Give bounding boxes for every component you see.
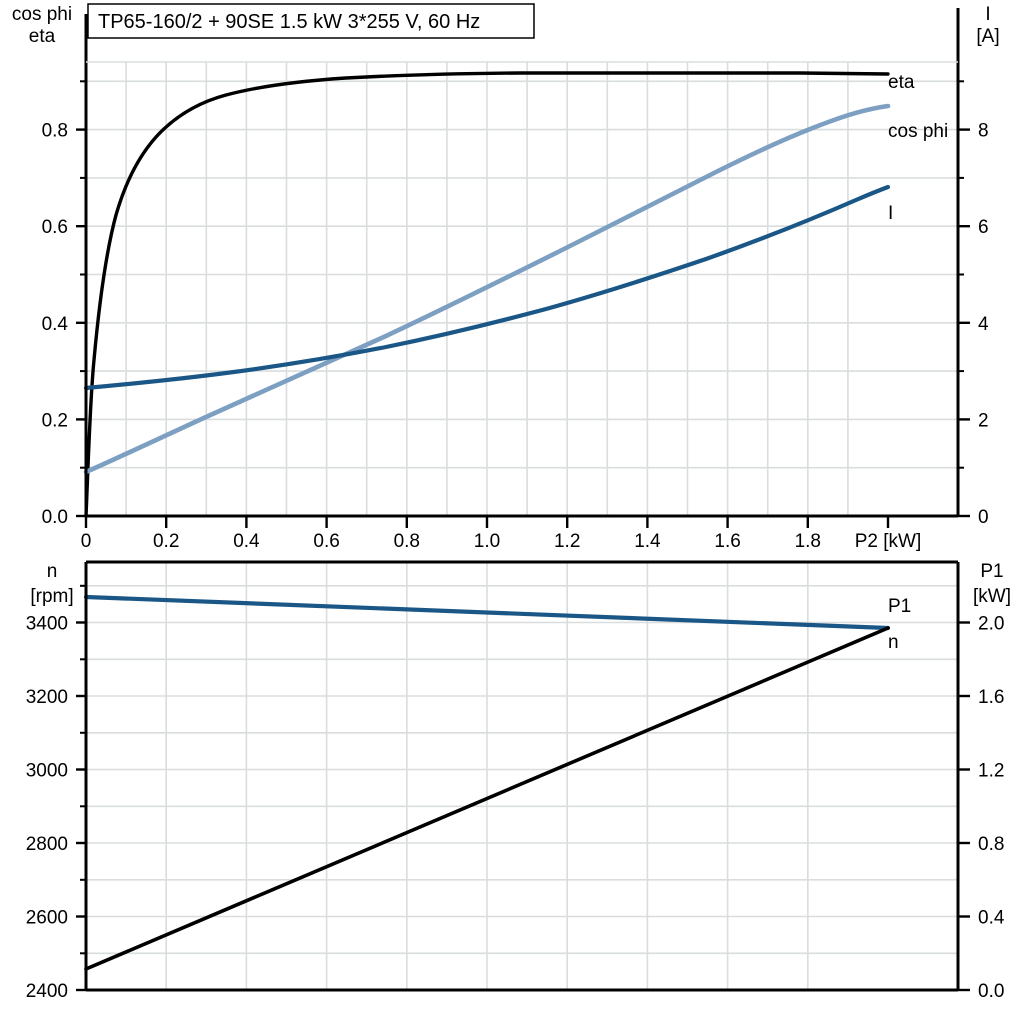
tick-label: 6 [978, 217, 989, 238]
curve-label-current: I [888, 203, 893, 224]
tick-label: 8 [978, 121, 989, 142]
tick-label: 4 [978, 314, 989, 335]
curve-label-power: P1 [888, 596, 911, 617]
tick-label: 0.0 [978, 981, 1004, 1002]
bottom-chart-left-ticks [76, 584, 86, 992]
bottom-chart-vertical-gridlines [165, 562, 809, 990]
tick-label: 1.2 [978, 761, 1004, 782]
tick-label: 2 [978, 410, 989, 431]
bottom-chart-right-ticks [958, 621, 970, 992]
tick-label: 2.0 [978, 614, 1004, 635]
top-chart-panel: cos phi eta I [A] 0.0 0.2 0.4 0.6 0.8 0 … [12, 3, 1000, 552]
top-left-axis-title-line1: cos phi [12, 4, 72, 25]
curve-label-speed: n [888, 632, 899, 653]
bottom-chart-left-tick-labels: 2400 2600 2800 3000 3200 3400 [26, 614, 68, 1003]
tick-label: 0.4 [42, 314, 69, 335]
chart-title: TP65-160/2 + 90SE 1.5 kW 3*255 V, 60 Hz [98, 11, 480, 33]
bottom-chart-horizontal-gridlines [86, 584, 958, 955]
bottom-left-axis-title-line2: [rpm] [30, 586, 73, 607]
top-right-axis-title-line2: [A] [976, 26, 999, 47]
top-left-axis-title-line2: eta [29, 26, 56, 47]
tick-label: 0 [978, 507, 989, 528]
curve-eta [84, 70, 890, 518]
top-chart-x-tick-labels: 0 0.2 0.4 0.6 0.8 1.0 1.2 1.4 1.6 1.8 [81, 531, 821, 552]
top-chart-right-ticks [958, 80, 970, 518]
bottom-left-axis-title-line1: n [47, 561, 58, 582]
tick-label: 0.2 [42, 410, 68, 431]
title-box [87, 3, 535, 39]
top-chart-left-ticks [76, 80, 86, 518]
bottom-chart-panel: n [rpm] P1 [kW] 2400 2600 2800 3000 3200… [0, 552, 1024, 1024]
tick-label: 0 [81, 531, 92, 552]
tick-label: 2800 [26, 834, 68, 855]
tick-label: 1.6 [714, 531, 740, 552]
bottom-right-axis-title-line2: [kW] [973, 586, 1011, 607]
top-chart-right-tick-labels: 0 2 4 6 8 [978, 121, 989, 528]
tick-label: 0.4 [233, 531, 260, 552]
tick-label: 1.8 [795, 531, 821, 552]
tick-label: 0.2 [153, 531, 179, 552]
tick-label: 0.8 [42, 121, 68, 142]
curve-current [83, 184, 891, 391]
tick-label: 3200 [26, 687, 68, 708]
top-right-axis-title-line1: I [985, 4, 990, 25]
curve-label-eta: eta [888, 72, 915, 93]
tick-label: 1.2 [554, 531, 580, 552]
tick-label: 1.6 [978, 687, 1004, 708]
tick-label: 0.6 [42, 217, 68, 238]
tick-label: 2600 [26, 908, 68, 929]
top-chart-left-tick-labels: 0.0 0.2 0.4 0.6 0.8 [42, 121, 69, 528]
curve-cos-phi [83, 103, 891, 475]
bottom-right-axis-title-line1: P1 [980, 561, 1003, 582]
tick-label: 0.8 [394, 531, 420, 552]
tick-label: 1.0 [474, 531, 500, 552]
tick-label: 0.0 [42, 507, 68, 528]
top-chart-svg: cos phi eta I [A] 0.0 0.2 0.4 0.6 0.8 0 … [12, 3, 1000, 552]
tick-label: 3400 [26, 614, 68, 635]
bottom-chart-right-tick-labels: 0.0 0.4 0.8 1.2 1.6 2.0 [978, 614, 1005, 1003]
tick-label: 2400 [26, 981, 68, 1002]
curve-power [84, 626, 890, 971]
tick-label: 0.4 [978, 908, 1005, 929]
curve-speed [83, 594, 891, 631]
tick-label: 1.4 [634, 531, 661, 552]
bottom-chart-svg: n [rpm] P1 [kW] 2400 2600 2800 3000 3200… [26, 560, 1011, 1003]
curve-label-cos-phi: cos phi [888, 121, 948, 142]
top-chart-horizontal-gridlines [86, 80, 958, 469]
tick-label: 0.6 [313, 531, 339, 552]
top-chart-x-ticks [84, 516, 890, 528]
tick-label: 3000 [26, 761, 68, 782]
tick-label: 0.8 [978, 834, 1004, 855]
top-chart-x-axis-title: P2 [kW] [855, 531, 922, 552]
